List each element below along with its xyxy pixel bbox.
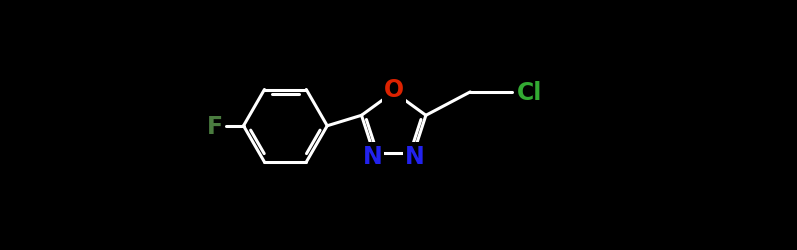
- Text: N: N: [363, 144, 383, 168]
- Text: F: F: [207, 114, 223, 138]
- Text: N: N: [405, 144, 425, 168]
- Text: O: O: [383, 78, 404, 102]
- Text: Cl: Cl: [517, 80, 542, 104]
